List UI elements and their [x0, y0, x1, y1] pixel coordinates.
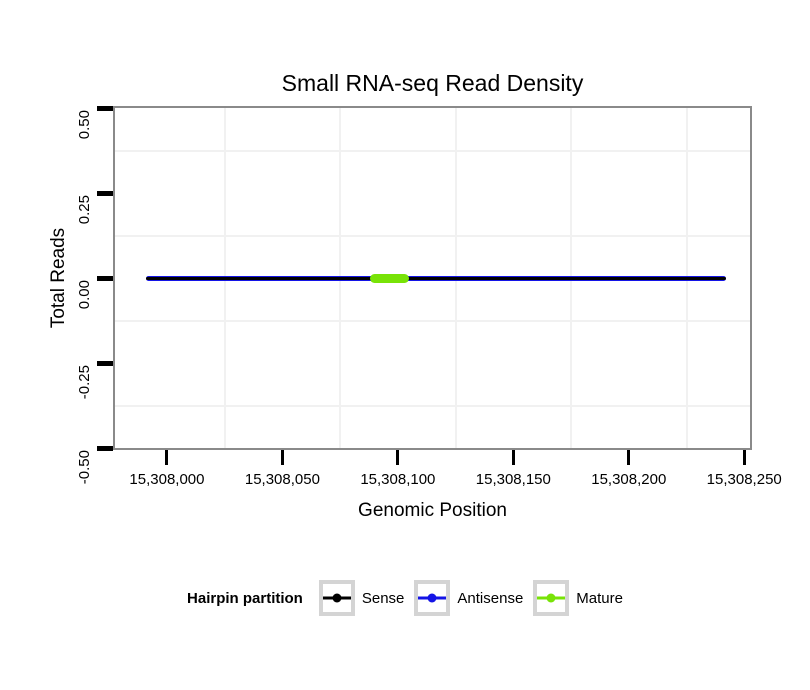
- x-tick-mark: [511, 450, 515, 465]
- minor-gridline-horizontal: [115, 234, 750, 237]
- x-tick-label: 15,308,150: [475, 471, 551, 488]
- y-tick-label: 0.00: [76, 280, 93, 310]
- legend-label: Mature: [576, 589, 623, 607]
- x-tick-label: 15,308,000: [129, 471, 205, 488]
- x-tick-label: 15,308,200: [591, 471, 667, 488]
- y-tick-mark: [97, 275, 113, 281]
- x-tick-label: 15,308,250: [706, 471, 782, 488]
- legend-key-dot-icon: [332, 593, 342, 603]
- x-tick-mark: [280, 450, 284, 465]
- x-tick-label: 15,308,100: [360, 471, 436, 488]
- legend-key-mature: [533, 580, 570, 616]
- series-segment-sense: [146, 276, 726, 280]
- legend-key-antisense: [414, 580, 451, 616]
- legend-key-dot-icon: [427, 593, 437, 603]
- plot-area: [115, 108, 750, 448]
- legend-entry-sense: Sense: [318, 580, 405, 616]
- y-tick-label: 0.50: [76, 110, 93, 140]
- legend-title: Hairpin partition: [187, 589, 303, 607]
- legend-key-dot-icon: [546, 593, 556, 603]
- y-tick-label: 0.25: [76, 195, 93, 225]
- x-tick-mark: [396, 450, 400, 465]
- legend: Hairpin partition Sense Antisense Mature: [0, 579, 810, 617]
- legend-entry-mature: Mature: [533, 580, 623, 616]
- minor-gridline-horizontal: [115, 319, 750, 322]
- y-tick-label: -0.25: [76, 365, 93, 400]
- chart-title: Small RNA-seq Read Density: [281, 70, 584, 96]
- x-tick-mark: [165, 450, 169, 465]
- legend-label: Sense: [361, 589, 405, 607]
- series-segment-mature: [370, 273, 410, 283]
- minor-gridline-horizontal: [115, 149, 750, 152]
- y-tick-mark: [97, 190, 113, 196]
- y-tick-mark: [97, 445, 113, 451]
- x-tick-label: 15,308,050: [244, 471, 320, 488]
- x-axis-label: Genomic Position: [358, 500, 507, 521]
- y-axis-label: Total Reads: [48, 227, 69, 329]
- y-tick-mark: [97, 105, 113, 111]
- legend-entry-antisense: Antisense: [414, 580, 523, 616]
- legend-key-sense: [318, 580, 355, 616]
- minor-gridline-horizontal: [115, 404, 750, 407]
- x-tick-mark: [742, 450, 746, 465]
- legend-label: Antisense: [457, 589, 524, 607]
- x-tick-mark: [627, 450, 631, 465]
- y-tick-label: -0.50: [76, 450, 93, 485]
- plot-panel: [115, 108, 750, 448]
- y-tick-mark: [97, 360, 113, 366]
